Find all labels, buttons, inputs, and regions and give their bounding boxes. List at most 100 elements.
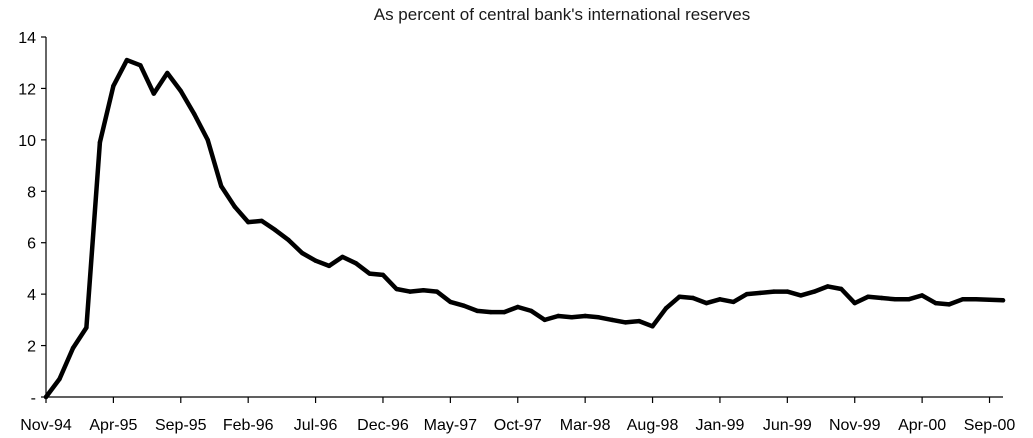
data-point bbox=[43, 394, 49, 400]
data-point bbox=[663, 306, 669, 311]
y-tick-label: - bbox=[31, 390, 36, 407]
data-point bbox=[367, 271, 372, 276]
y-tick-label: 4 bbox=[27, 287, 36, 304]
data-point bbox=[785, 289, 790, 294]
y-tick-label: 14 bbox=[18, 30, 36, 47]
y-tick-label: 8 bbox=[27, 184, 36, 201]
data-point bbox=[502, 309, 507, 315]
x-tick-label: Aug-98 bbox=[627, 417, 679, 434]
data-point bbox=[313, 258, 318, 263]
data-point bbox=[960, 297, 965, 302]
data-point bbox=[906, 297, 911, 302]
data-point bbox=[866, 294, 871, 299]
data-point bbox=[812, 289, 817, 294]
data-point bbox=[299, 250, 305, 256]
data-point bbox=[124, 57, 130, 63]
data-point bbox=[192, 111, 197, 117]
data-point bbox=[286, 237, 291, 243]
x-tick-label: Mar-98 bbox=[560, 417, 611, 434]
data-point bbox=[138, 63, 143, 68]
data-point bbox=[758, 290, 763, 296]
data-point bbox=[771, 289, 777, 294]
y-tick-label: 10 bbox=[18, 133, 36, 150]
data-point bbox=[178, 88, 183, 94]
x-tick-label: Apr-00 bbox=[898, 417, 946, 434]
x-tick-label: Apr-95 bbox=[89, 417, 137, 434]
data-point bbox=[488, 309, 493, 315]
data-point bbox=[893, 297, 898, 302]
data-point bbox=[583, 313, 588, 319]
data-point bbox=[569, 315, 574, 320]
data-point bbox=[704, 300, 709, 306]
data-point bbox=[394, 286, 399, 292]
x-tick-label: Nov-99 bbox=[829, 417, 881, 434]
y-tick-label: 2 bbox=[27, 339, 36, 356]
data-point bbox=[380, 272, 386, 278]
data-point bbox=[987, 297, 992, 302]
x-tick-label: Feb-96 bbox=[223, 417, 274, 434]
data-point bbox=[1000, 298, 1006, 303]
data-point bbox=[97, 140, 103, 145]
data-point bbox=[515, 304, 520, 310]
data-point bbox=[650, 324, 655, 329]
x-tick-label: Jul-96 bbox=[294, 417, 338, 434]
data-point bbox=[326, 263, 332, 269]
x-tick-label: May-97 bbox=[424, 417, 477, 434]
data-point bbox=[205, 137, 210, 143]
data-point bbox=[933, 300, 938, 306]
data-point bbox=[609, 317, 615, 323]
data-point bbox=[529, 308, 534, 314]
x-tick-label: Nov-94 bbox=[20, 417, 72, 434]
data-point bbox=[111, 83, 116, 89]
data-point bbox=[596, 315, 601, 320]
data-point bbox=[556, 313, 561, 319]
data-point bbox=[825, 284, 830, 289]
data-point bbox=[461, 303, 466, 308]
y-axis: - 2 4 6 8 10 12 14 bbox=[18, 30, 47, 407]
data-point bbox=[407, 289, 413, 294]
data-point bbox=[165, 70, 170, 76]
data-point bbox=[340, 254, 345, 260]
y-tick-label: 12 bbox=[18, 81, 36, 98]
data-point bbox=[677, 294, 682, 299]
data-point bbox=[475, 308, 480, 314]
data-point bbox=[57, 376, 62, 382]
x-tick-label: Jan-99 bbox=[695, 417, 744, 434]
data-point bbox=[636, 318, 642, 324]
chart-title: As percent of central bank's internation… bbox=[374, 5, 751, 24]
data-point bbox=[717, 297, 723, 302]
x-tick-label: Oct-97 bbox=[494, 417, 542, 434]
data-point bbox=[542, 317, 547, 323]
data-point bbox=[353, 261, 359, 266]
data-point bbox=[246, 219, 251, 225]
x-tick-label: Sep-00 bbox=[964, 417, 1016, 434]
data-point bbox=[919, 293, 925, 298]
data-point bbox=[744, 291, 750, 297]
x-axis: Nov-94 Apr-95 Sep-95 Feb-96 Jul-96 Dec-96 May-… bbox=[20, 396, 1016, 434]
data-point bbox=[946, 302, 952, 307]
data-point bbox=[272, 227, 278, 233]
data-point bbox=[219, 183, 224, 189]
data-point bbox=[839, 286, 844, 292]
data-point bbox=[232, 204, 237, 209]
data-point bbox=[421, 288, 426, 293]
data-point bbox=[879, 295, 884, 301]
data-point bbox=[798, 293, 803, 298]
data-point bbox=[434, 289, 440, 294]
data-point bbox=[973, 297, 979, 302]
data-point bbox=[151, 91, 156, 96]
y-tick-label: 6 bbox=[27, 236, 36, 253]
data-point bbox=[690, 295, 696, 301]
data-point bbox=[84, 325, 89, 330]
data-point bbox=[259, 218, 264, 224]
series-line bbox=[43, 57, 1006, 400]
x-tick-label: Dec-96 bbox=[357, 417, 409, 434]
data-point bbox=[623, 320, 628, 325]
data-point bbox=[731, 299, 736, 305]
x-tick-label: Sep-95 bbox=[155, 417, 207, 434]
data-point bbox=[70, 345, 76, 351]
data-point bbox=[852, 300, 857, 306]
series-group bbox=[43, 57, 1006, 400]
x-tick-label: Jun-99 bbox=[763, 417, 812, 434]
